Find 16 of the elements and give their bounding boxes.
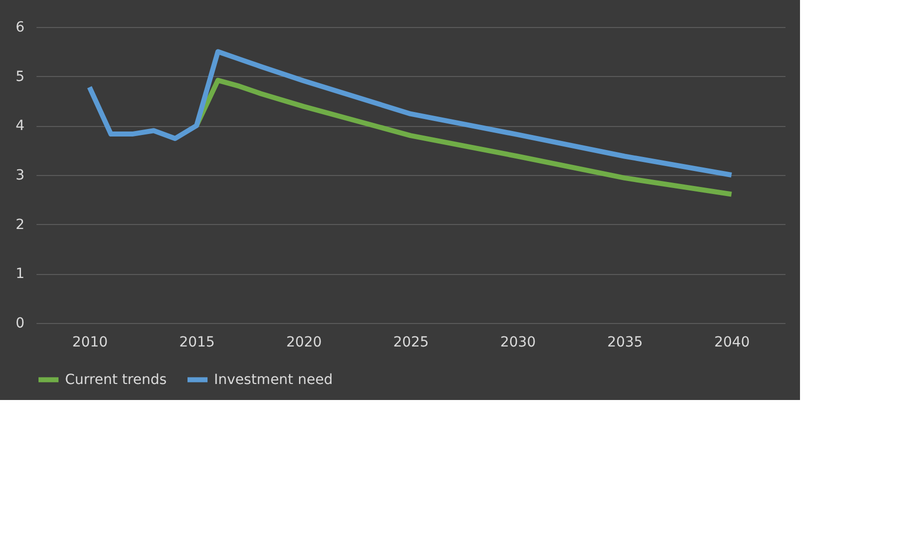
y-tick-label: 3 <box>16 168 24 184</box>
x-tick-label: 2025 <box>393 334 429 350</box>
y-tick-label: 5 <box>16 68 24 85</box>
legend-label: Current trends <box>65 372 167 388</box>
x-tick-label: 2020 <box>286 334 322 350</box>
legend-label: Investment need <box>214 372 333 388</box>
y-tick-label: 2 <box>16 216 24 233</box>
y-tick-label: 0 <box>16 316 24 332</box>
y-tick-label: 1 <box>16 266 24 282</box>
y-tick-label: 4 <box>16 118 25 134</box>
x-tick-label: 2030 <box>500 334 536 350</box>
x-tick-label: 2040 <box>714 334 750 350</box>
x-tick-label: 2015 <box>179 334 215 350</box>
y-tick-label: 6 <box>16 20 25 36</box>
x-tick-label: 2035 <box>607 334 643 350</box>
x-tick-label: 2010 <box>72 334 108 350</box>
